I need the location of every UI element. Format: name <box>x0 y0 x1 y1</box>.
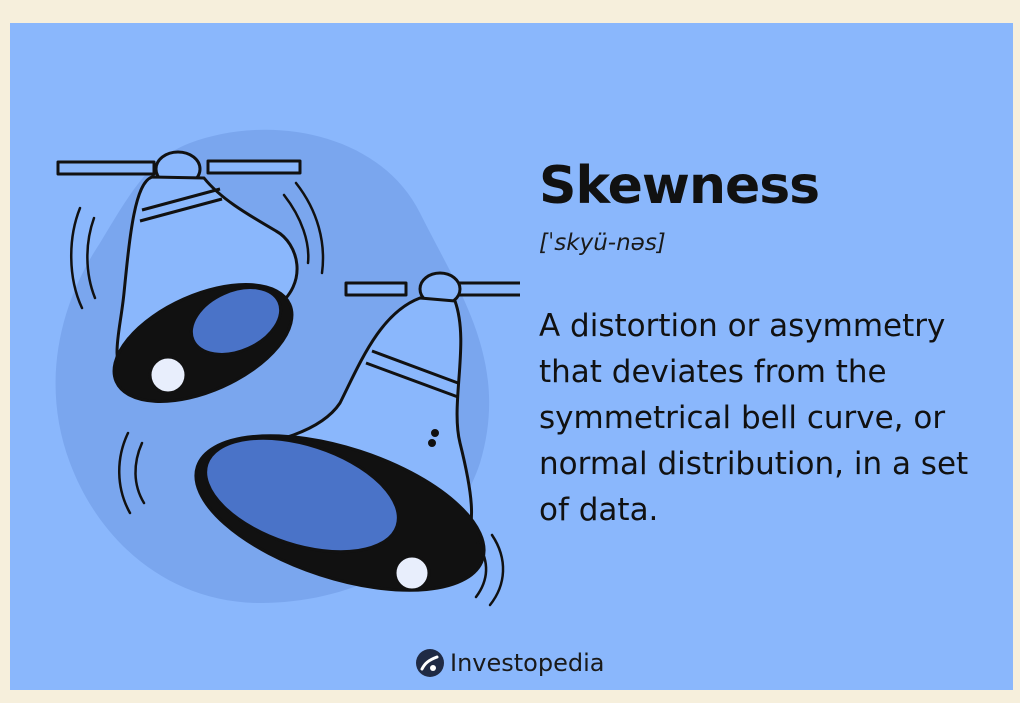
brand-logo: Investopedia <box>415 647 604 679</box>
term-title: Skewness <box>539 156 820 216</box>
brand-name: Investopedia <box>450 649 605 677</box>
infographic-card: Skewness [ˈskyü-nəs] A distortion or asy… <box>10 23 1013 690</box>
ringing-bells-icon <box>55 129 520 607</box>
pronunciation: [ˈskyü-nəs] <box>539 230 666 256</box>
definition-text: A distortion or asymmetry that deviates … <box>539 308 969 528</box>
investopedia-logo-icon <box>416 649 444 677</box>
